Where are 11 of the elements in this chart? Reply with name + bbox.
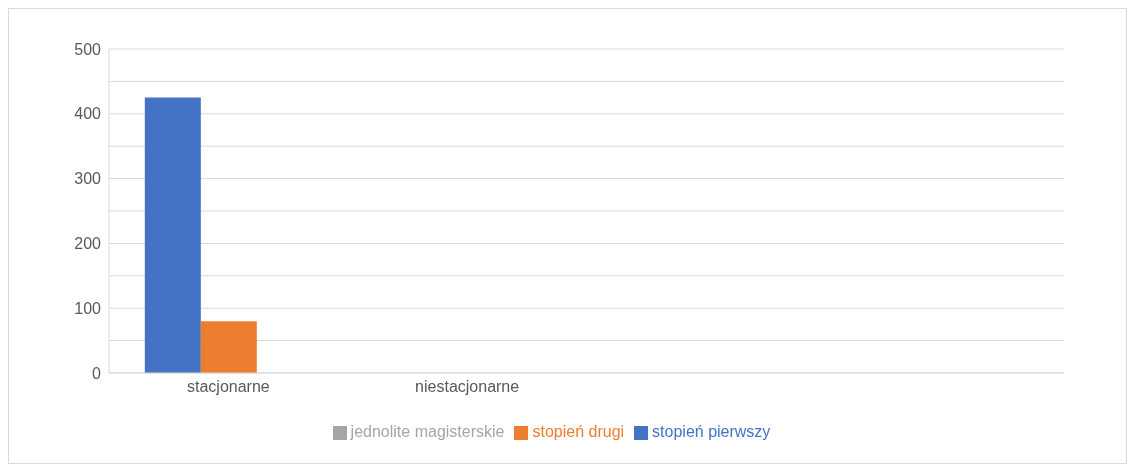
y-tick-label: 100 xyxy=(74,299,102,317)
y-tick-label: 0 xyxy=(92,364,102,382)
y-tick-label: 300 xyxy=(74,170,102,188)
y-tick-label: 500 xyxy=(74,40,102,58)
y-tick-label: 200 xyxy=(74,235,102,253)
legend-label: jednolite magisterskie xyxy=(350,423,505,440)
x-tick-label: stacjonarne xyxy=(187,378,270,396)
legend-label: stopień pierwszy xyxy=(652,423,771,440)
legend-label: stopień drugi xyxy=(532,423,625,440)
y-tick-label: 400 xyxy=(74,105,102,123)
x-tick-label: niestacjonarne xyxy=(415,378,520,396)
